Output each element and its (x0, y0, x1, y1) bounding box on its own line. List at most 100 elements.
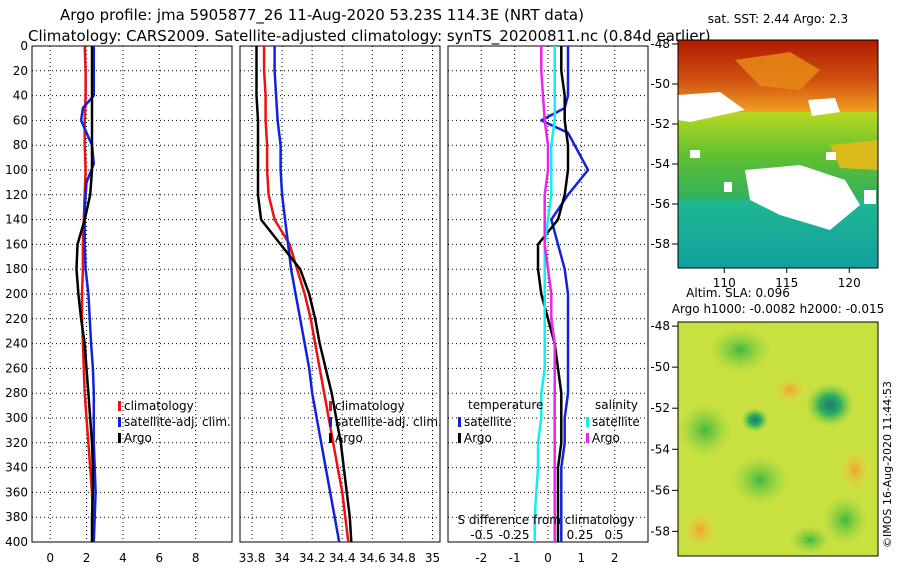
sla-anomaly-8 (682, 510, 718, 550)
sst-x-tick-label: 120 (838, 276, 861, 290)
legend-swatch (118, 401, 121, 411)
profile-panel-2: 33.8 34 34.2 34.4 34.6 34.8 35 climatology satel… (239, 45, 442, 565)
sst-y-tick-label: -52 (650, 117, 670, 131)
legend-swatch (458, 417, 461, 427)
copyright-watermark: ©IMOS 16-Aug-2020 11:44:53 (881, 381, 894, 548)
y-tick-label: 300 (5, 411, 28, 425)
sst-cloud-mask-4 (690, 150, 700, 158)
sla-y-tick-label: -56 (650, 483, 670, 497)
profile-panel-3: -2 -1 0 1 2 temperature salinity satellite Argo s… (447, 45, 649, 565)
legend-label: climatology (335, 399, 405, 413)
y-tick-label: 180 (5, 262, 28, 276)
sst-cloud-mask-2 (745, 165, 860, 230)
sst-y-tick-label: -48 (650, 37, 670, 51)
y-tick-label: 80 (13, 138, 28, 152)
legend-swatch (329, 433, 332, 443)
sst-cloud-mask-7 (864, 190, 876, 204)
y-tick-label: 40 (13, 89, 28, 103)
sla-map-frame (677, 321, 879, 557)
sst-yellow-patch (830, 140, 878, 170)
sst-cloud-mask-1 (678, 92, 745, 122)
y-tick-label: 400 (5, 535, 28, 549)
sst-map-title: sat. SST: 2.44 Argo: 2.3 (708, 12, 848, 26)
legend-title-temperature: temperature (468, 398, 543, 412)
secondary-tick-label: -0.5 (470, 528, 493, 542)
y-tick-label: 120 (5, 188, 28, 202)
legend-label: Argo (592, 431, 620, 445)
series-line-satellite-adj-clim- (79, 46, 97, 543)
profile-panel-1: 0 2 4 6 802040608010012014016018020022024026… (5, 39, 233, 565)
series-line-s-argo (540, 46, 556, 542)
x-tick-label: 34 (274, 551, 289, 565)
sla-anomaly-6 (772, 376, 808, 404)
y-tick-label: 240 (5, 337, 28, 351)
x-tick-label: 2 (83, 551, 91, 565)
x-tick-label: 33.8 (239, 551, 266, 565)
legend-label: satellite-adj. clim. (124, 415, 231, 429)
sla-anomaly-2 (806, 383, 854, 427)
legend-title-salinity: salinity (595, 398, 638, 412)
series-line-climatology (262, 46, 350, 543)
legend-swatch (118, 417, 121, 427)
x-tick-label: 0 (544, 551, 552, 565)
x-tick-label: 34.2 (299, 551, 326, 565)
secondary-tick-label: 0.5 (604, 528, 623, 542)
y-tick-label: 340 (5, 461, 28, 475)
legend-swatch (586, 417, 589, 427)
x-tick-label: 1 (578, 551, 586, 565)
y-tick-label: 140 (5, 213, 28, 227)
sst-orange-patch (735, 52, 820, 90)
sst-y-tick-label: -56 (650, 197, 670, 211)
x-tick-label: 34.8 (389, 551, 416, 565)
legend-label: Argo (335, 431, 363, 445)
sla-y-tick-label: -50 (650, 360, 670, 374)
y-tick-label: 60 (13, 113, 28, 127)
legend-label: satellite (592, 415, 640, 429)
series-line-t-satellite (540, 46, 590, 542)
sla-anomaly-7 (839, 448, 871, 492)
y-tick-label: 160 (5, 237, 28, 251)
sst-x-tick-label: 115 (775, 276, 798, 290)
y-tick-label: 360 (5, 485, 28, 499)
legend-label: climatology (124, 399, 194, 413)
sla-y-tick-label: -48 (650, 319, 670, 333)
y-tick-label: 280 (5, 386, 28, 400)
legend-label: Argo (124, 431, 152, 445)
y-tick-label: 200 (5, 287, 28, 301)
legend-swatch (586, 433, 589, 443)
x-tick-label: 8 (192, 551, 200, 565)
series-line-argo (75, 46, 95, 542)
sla-map-subtitle: Argo h1000: -0.0082 h2000: -0.015 (672, 302, 885, 316)
secondary-tick-label: 0.25 (567, 528, 594, 542)
sst-cloud-mask-3 (808, 98, 840, 116)
x-tick-label: -2 (475, 551, 487, 565)
sla-anomaly-1 (710, 328, 770, 372)
series-line-t-argo (536, 46, 570, 542)
sst-y-tick-label: -54 (650, 157, 670, 171)
sla-anomaly-4 (732, 456, 788, 504)
sst-y-tick-label: -50 (650, 77, 670, 91)
sst-map (677, 39, 879, 269)
legend-label: Argo (464, 431, 492, 445)
header-line-2: Climatology: CARS2009. Satellite-adjuste… (28, 27, 711, 45)
x-tick-label: 2 (611, 551, 619, 565)
x-tick-label: 4 (119, 551, 127, 565)
legend-swatch (458, 433, 461, 443)
y-tick-label: 20 (13, 64, 28, 78)
sst-x-tick-label: 110 (713, 276, 736, 290)
x-tick-label: 35 (425, 551, 440, 565)
sla-y-tick-label: -54 (650, 442, 670, 456)
y-tick-label: 100 (5, 163, 28, 177)
series-line-argo (255, 46, 353, 543)
sla-map (677, 321, 879, 557)
series-line-satellite-adj-clim- (273, 46, 341, 543)
legend-label: satellite (464, 415, 512, 429)
y-tick-label: 220 (5, 312, 28, 326)
sla-anomaly-5 (823, 496, 867, 544)
x-tick-label: 34.6 (359, 551, 386, 565)
x-tick-label: 34.4 (329, 551, 356, 565)
sst-y-tick-label: -58 (650, 237, 670, 251)
sla-y-tick-label: -52 (650, 401, 670, 415)
legend-swatch (329, 401, 332, 411)
